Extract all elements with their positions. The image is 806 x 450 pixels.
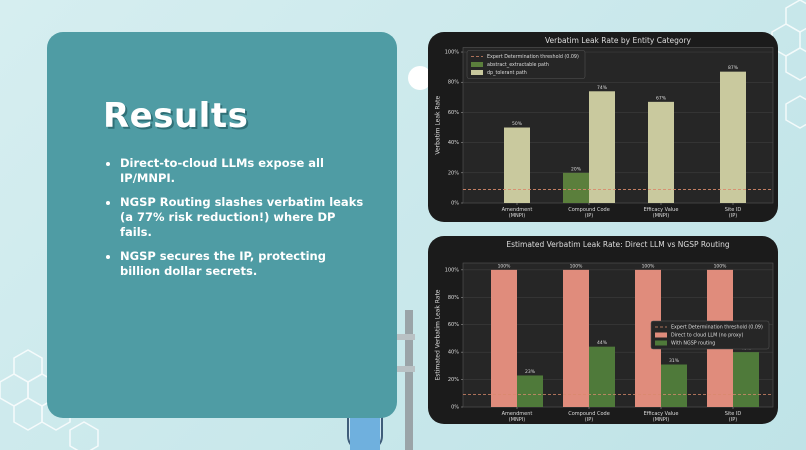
x-tick-label: Compound Code (IP) xyxy=(568,207,610,219)
bullet-list: Direct-to-cloud LLMs expose all IP/MNPI.… xyxy=(108,156,370,288)
chart-title: Verbatim Leak Rate by Entity Category xyxy=(545,36,692,45)
bar xyxy=(563,269,589,407)
y-axis-label: Estimated Verbatim Leak Rate xyxy=(435,289,442,380)
value-label: 23% xyxy=(525,369,536,375)
chart: Verbatim Leak Rate by Entity Category Ver… xyxy=(435,36,774,219)
x-tick-label: Site ID (IP) xyxy=(725,207,742,219)
value-label: 20% xyxy=(571,166,582,172)
y-tick-label: 0% xyxy=(451,201,459,207)
legend-label: dp_tolerant path xyxy=(487,70,527,76)
x-tick-label: Efficacy Value (MNPI) xyxy=(644,411,679,423)
bar xyxy=(563,172,589,203)
legend-swatch xyxy=(471,62,483,67)
bullet: NGSP secures the IP, protecting billion … xyxy=(120,249,370,279)
bar xyxy=(720,71,746,203)
chart-title: Estimated Verbatim Leak Rate: Direct LLM… xyxy=(506,240,730,249)
bullet: NGSP Routing slashes verbatim leaks (a 7… xyxy=(120,195,370,240)
chart-card: Estimated Verbatim Leak Rate: Direct LLM… xyxy=(428,236,778,424)
bar xyxy=(589,346,615,407)
y-tick-label: 80% xyxy=(448,80,459,86)
legend-label: Direct to cloud LLM (no proxy) xyxy=(671,333,743,339)
value-label: 100% xyxy=(642,263,656,269)
y-tick-label: 80% xyxy=(448,295,459,301)
value-label: 31% xyxy=(669,358,680,364)
bar xyxy=(589,91,615,203)
y-tick-label: 40% xyxy=(448,140,459,146)
bar xyxy=(733,352,759,407)
bullet: Direct-to-cloud LLMs expose all IP/MNPI. xyxy=(120,156,370,186)
chart: Estimated Verbatim Leak Rate: Direct LLM… xyxy=(435,240,774,423)
y-tick-label: 40% xyxy=(448,350,459,356)
legend-box xyxy=(650,320,770,350)
y-axis-label: Verbatim Leak Rate xyxy=(435,96,442,155)
legend-label: abstract_extractable path xyxy=(487,62,549,68)
y-tick-label: 100% xyxy=(445,50,460,56)
chart-card: Verbatim Leak Rate by Entity Category Ver… xyxy=(428,32,778,222)
value-label: 100% xyxy=(714,263,728,269)
legend-swatch xyxy=(655,340,667,346)
y-tick-label: 20% xyxy=(448,377,459,383)
value-label: 44% xyxy=(597,340,608,346)
bar xyxy=(661,364,687,407)
y-tick-label: 0% xyxy=(451,405,459,411)
x-tick-label: Site ID (IP) xyxy=(725,411,742,423)
bar xyxy=(491,269,517,407)
bar xyxy=(517,375,543,407)
legend-swatch xyxy=(655,332,667,338)
x-tick-label: Compound Code (IP) xyxy=(568,411,610,423)
value-label: 50% xyxy=(512,121,523,127)
bar xyxy=(504,127,530,203)
legend-box xyxy=(466,50,586,79)
x-tick-label: Efficacy Value (MNPI) xyxy=(644,207,679,219)
y-tick-label: 60% xyxy=(448,110,459,116)
x-tick-label: Amendment (MNPI) xyxy=(502,411,533,423)
bar xyxy=(648,101,674,203)
legend-label: Expert Determination threshold (0.09) xyxy=(671,325,763,331)
value-label: 74% xyxy=(597,85,608,91)
y-tick-label: 60% xyxy=(448,322,459,328)
value-label: 100% xyxy=(570,263,584,269)
value-label: 100% xyxy=(498,263,512,269)
slide-title: Results xyxy=(103,96,249,136)
x-tick-label: Amendment (MNPI) xyxy=(502,207,533,219)
legend-label: Expert Determination threshold (0.09) xyxy=(487,54,579,60)
results-panel xyxy=(47,32,397,418)
legend-label: With NGSP routing xyxy=(671,341,715,347)
value-label: 87% xyxy=(728,65,739,71)
y-tick-label: 100% xyxy=(445,267,460,273)
value-label: 67% xyxy=(656,95,667,101)
legend-swatch xyxy=(471,70,483,75)
y-tick-label: 20% xyxy=(448,170,459,176)
